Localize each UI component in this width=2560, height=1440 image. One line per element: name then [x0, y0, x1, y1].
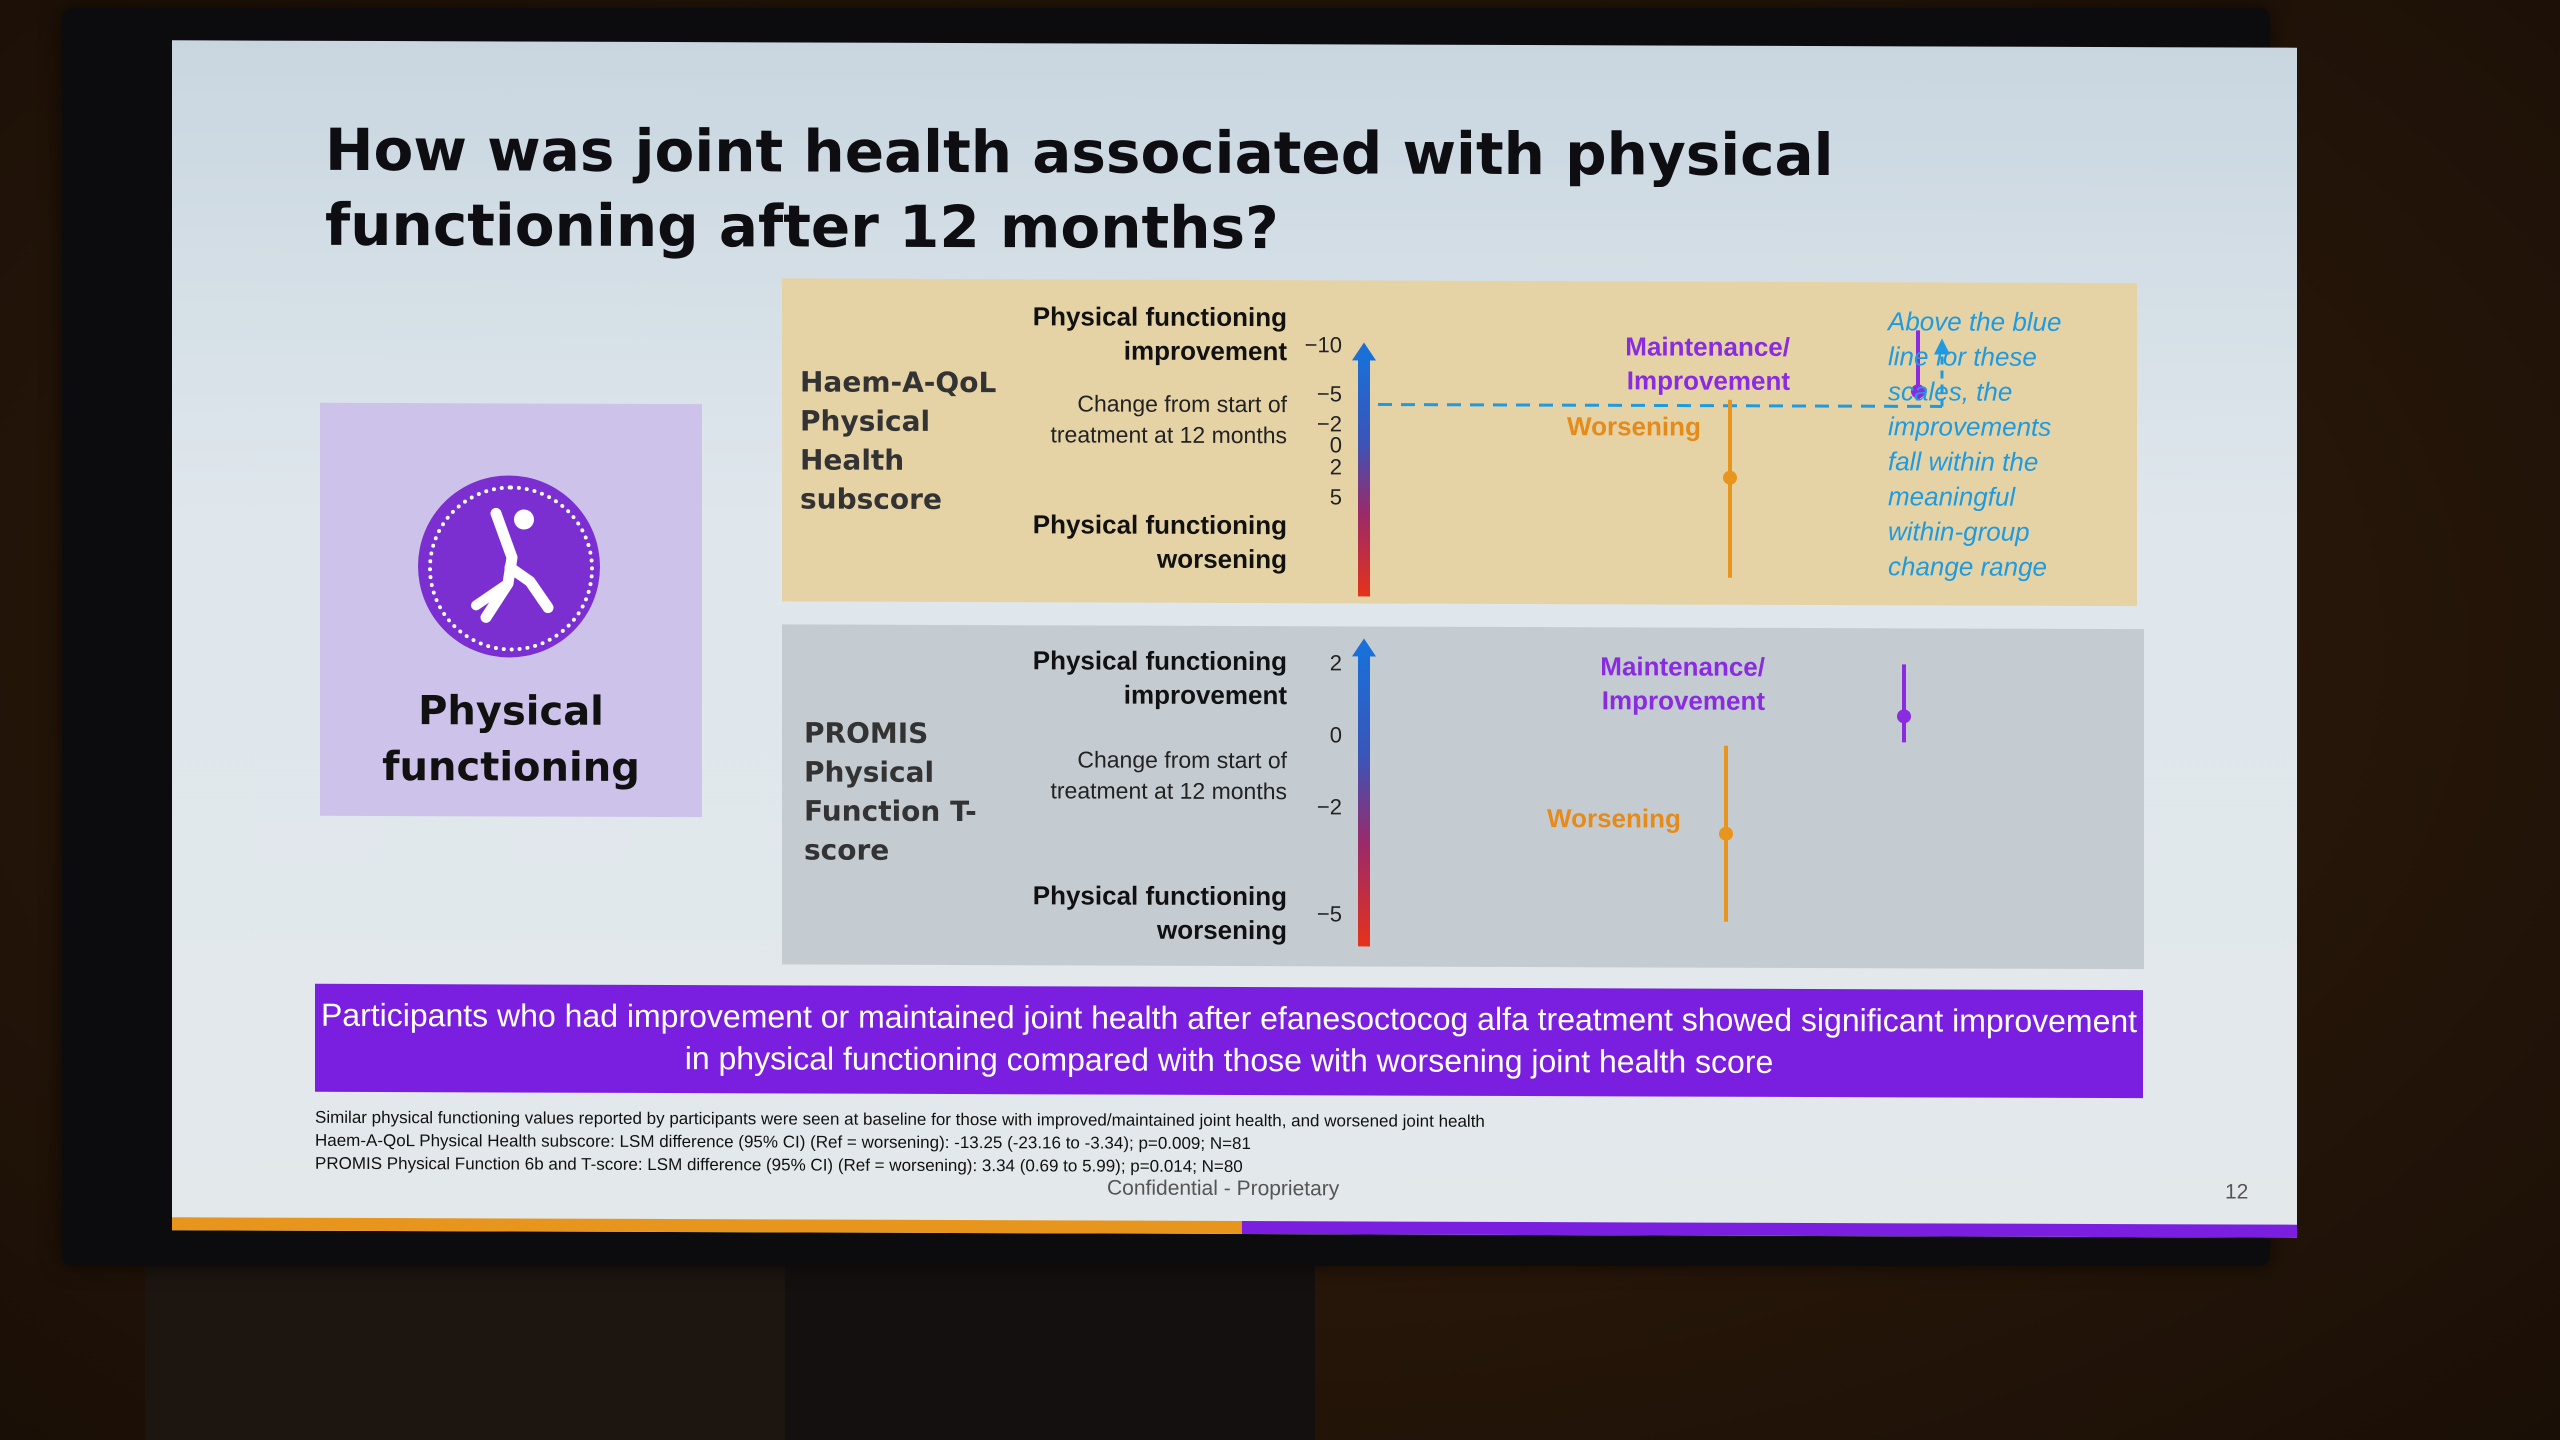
maintenance-label: Maintenance/ Improvement: [1625, 331, 1790, 396]
tv-stand-left: [145, 1250, 785, 1440]
tick-label: −2: [1316, 794, 1342, 820]
tick-label: 0: [1329, 722, 1342, 748]
footer-bar-purple: [1242, 1221, 2297, 1238]
tick-label: 2: [1329, 650, 1342, 676]
footnote: PROMIS Physical Function 6b and T-score:…: [315, 1153, 1243, 1177]
conclusion-banner: Participants who had improvement or main…: [315, 983, 2143, 1099]
presentation-slide: How was joint health associated with phy…: [172, 40, 2297, 1238]
worsening-ci-line: [1728, 399, 1732, 578]
change-label: Change from start of treatment at 12 mon…: [1050, 746, 1287, 805]
maintenance-label: Maintenance/ Improvement: [1600, 651, 1765, 716]
tv-bezel: How was joint health associated with phy…: [62, 8, 2297, 1266]
haem-a-qol-panel: Haem-A-QoL Physical Health subscore Phys…: [782, 278, 2137, 607]
page-number: 12: [2225, 1180, 2249, 1204]
tv-stand-center: [785, 1250, 1315, 1440]
gradient-scale-bar: [1358, 654, 1370, 947]
maintenance-ci-line: [1902, 664, 1906, 743]
promis-panel: PROMIS Physical Function T-score Physica…: [782, 624, 2144, 970]
threshold-dashed-line: [1378, 338, 1950, 408]
maintenance-point: [1897, 709, 1911, 724]
worsening-label: Worsening: [1547, 803, 1681, 834]
yoga-pose-icon: [418, 475, 600, 658]
scale-name: PROMIS Physical Function T-score: [804, 716, 977, 867]
threshold-note: Above the blue line for these scales, th…: [1888, 306, 2062, 582]
worsening-label: Worsening: [1567, 411, 1701, 442]
worsening-point: [1723, 470, 1737, 485]
worsening-point: [1719, 826, 1733, 841]
card-label: Physical functioning: [382, 688, 640, 791]
footer-bar-orange: [172, 1217, 1242, 1235]
physical-functioning-card: Physical functioning: [320, 402, 702, 818]
slide-title: How was joint health associated with phy…: [325, 115, 1834, 263]
improvement-label: Physical functioning improvement: [1032, 645, 1287, 711]
footnote: Haem-A-QoL Physical Health subscore: LSM…: [315, 1130, 1251, 1154]
footnote: Similar physical functioning values repo…: [315, 1107, 1485, 1131]
tick-label: −5: [1316, 901, 1342, 927]
confidential-label: Confidential - Proprietary: [1107, 1176, 1340, 1201]
worsening-label: Physical functioning worsening: [1032, 880, 1287, 946]
